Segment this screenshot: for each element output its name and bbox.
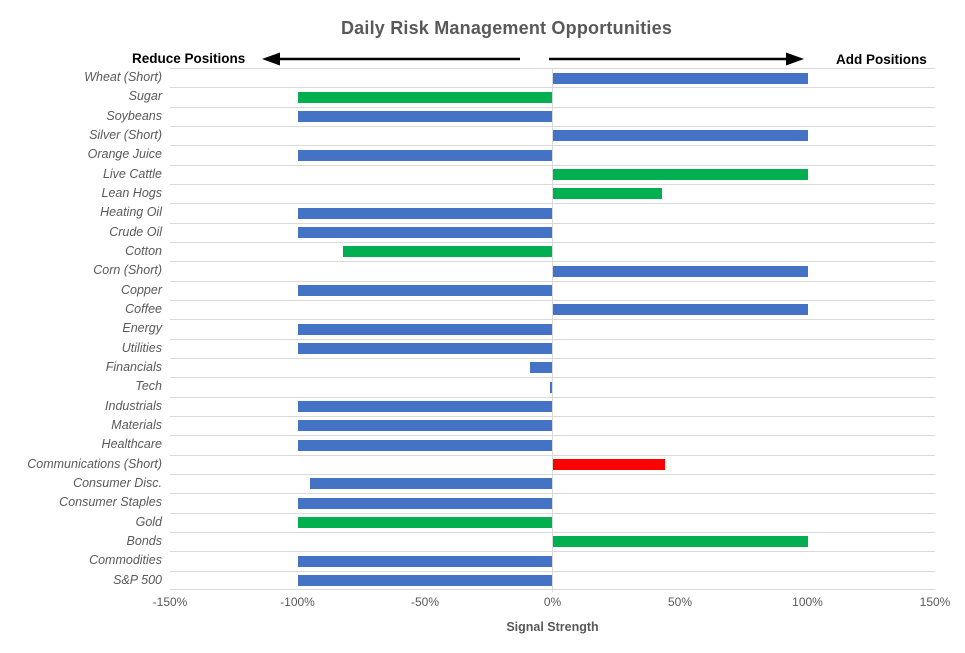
x-tick-label: 100% bbox=[792, 595, 823, 609]
chart-row: Corn (Short) bbox=[0, 261, 935, 280]
signal-bar bbox=[552, 265, 808, 277]
chart-row: Communications (Short) bbox=[0, 454, 935, 474]
chart-row: Consumer Disc. bbox=[0, 473, 935, 493]
chart-title: Daily Risk Management Opportunities bbox=[340, 18, 673, 38]
signal-bar bbox=[297, 111, 553, 123]
category-label: Cotton bbox=[125, 243, 162, 258]
zero-axis-line bbox=[552, 68, 553, 592]
category-label: Lean Hogs bbox=[101, 185, 162, 200]
category-label: Sugar bbox=[128, 89, 162, 104]
chart-row: Financials bbox=[0, 357, 935, 377]
chart-row: S&P 500 bbox=[0, 570, 935, 590]
chart-row: Tech bbox=[0, 377, 935, 396]
signal-bar bbox=[552, 169, 808, 181]
reduce-arrow-icon bbox=[262, 52, 520, 66]
signal-bar bbox=[297, 285, 553, 297]
signal-bar bbox=[297, 343, 553, 355]
signal-bar bbox=[552, 304, 808, 316]
chart-row: Orange Juice bbox=[0, 145, 935, 164]
chart-row: Wheat (Short) bbox=[0, 68, 935, 87]
chart-row: Silver (Short) bbox=[0, 125, 935, 145]
add-positions-label: Add Positions bbox=[836, 52, 927, 67]
x-tick-label: -50% bbox=[410, 595, 440, 609]
category-label: Financials bbox=[105, 359, 162, 374]
chart-row: Sugar bbox=[0, 87, 935, 106]
signal-bar bbox=[552, 536, 808, 548]
x-tick-label: -150% bbox=[152, 595, 188, 609]
signal-bar bbox=[343, 246, 553, 258]
category-label: Tech bbox=[135, 379, 162, 394]
category-label: Silver (Short) bbox=[89, 127, 162, 142]
direction-arrows bbox=[262, 52, 804, 66]
category-label: Industrials bbox=[105, 398, 162, 413]
category-label: Wheat (Short) bbox=[84, 70, 162, 84]
signal-bar bbox=[529, 362, 553, 374]
category-label: Orange Juice bbox=[87, 147, 162, 162]
chart-row: Soybeans bbox=[0, 106, 935, 126]
chart-row: Utilities bbox=[0, 338, 935, 358]
category-label: Commodities bbox=[89, 553, 162, 568]
add-arrow-icon bbox=[549, 52, 804, 66]
x-axis-title: Signal Strength bbox=[506, 620, 599, 634]
category-label: Energy bbox=[122, 321, 162, 336]
chart-row: Copper bbox=[0, 280, 935, 300]
category-label: Materials bbox=[111, 417, 162, 432]
signal-bar bbox=[297, 497, 553, 509]
chart-row: Consumer Staples bbox=[0, 493, 935, 512]
category-label: Heating Oil bbox=[100, 205, 162, 220]
category-label: Bonds bbox=[126, 533, 162, 548]
signal-bar bbox=[552, 130, 808, 142]
signal-bar bbox=[297, 207, 553, 219]
category-label: S&P 500 bbox=[113, 572, 162, 587]
category-label: Coffee bbox=[125, 301, 162, 316]
reduce-positions-label: Reduce Positions bbox=[132, 51, 246, 66]
chart-row: Energy bbox=[0, 319, 935, 338]
chart-row: Coffee bbox=[0, 299, 935, 319]
signal-bar bbox=[297, 91, 553, 103]
x-tick-label: 150% bbox=[919, 595, 951, 609]
signal-bar bbox=[297, 401, 553, 413]
chart-row: Healthcare bbox=[0, 435, 935, 454]
category-label: Live Cattle bbox=[102, 166, 162, 181]
chart-row: Gold bbox=[0, 512, 935, 532]
chart-row: Materials bbox=[0, 415, 935, 435]
chart-row: Crude Oil bbox=[0, 222, 935, 242]
x-axis-ticks: -150% -100% -50% 0% 50% 100% 150% bbox=[153, 595, 951, 611]
chart-row: Commodities bbox=[0, 551, 935, 570]
signal-bar bbox=[310, 478, 553, 490]
signal-bar bbox=[297, 517, 553, 529]
chart-row: Bonds bbox=[0, 531, 935, 551]
category-label: Consumer Staples bbox=[59, 495, 162, 510]
x-tick-label: 0% bbox=[543, 595, 562, 609]
chart-row: Industrials bbox=[0, 396, 935, 416]
signal-bar bbox=[297, 555, 553, 567]
x-tick-label: -100% bbox=[280, 595, 315, 609]
signal-bar bbox=[552, 459, 665, 471]
category-label: Gold bbox=[135, 514, 162, 529]
signal-bar bbox=[552, 72, 808, 84]
signal-bar bbox=[297, 420, 553, 432]
chart-row: Lean Hogs bbox=[0, 183, 935, 203]
signal-bar bbox=[552, 188, 663, 200]
plot-area: Wheat (Short) Sugar Soybeans Silver (Short)… bbox=[0, 68, 935, 590]
chart-row: Live Cattle bbox=[0, 164, 935, 184]
chart-row: Cotton bbox=[0, 241, 935, 261]
chart-row: Heating Oil bbox=[0, 203, 935, 222]
signal-bar bbox=[297, 149, 553, 161]
signal-bar bbox=[297, 323, 553, 335]
category-label: Communications (Short) bbox=[27, 456, 162, 471]
signal-bar bbox=[549, 381, 553, 393]
category-label: Copper bbox=[121, 282, 162, 297]
category-label: Corn (Short) bbox=[93, 263, 162, 278]
category-label: Soybeans bbox=[106, 108, 162, 123]
category-label: Crude Oil bbox=[109, 224, 162, 239]
category-label: Healthcare bbox=[101, 437, 162, 452]
signal-bar bbox=[297, 439, 553, 451]
signal-bar bbox=[297, 227, 553, 239]
x-tick-label: 50% bbox=[667, 595, 693, 609]
signal-bar bbox=[297, 575, 553, 587]
category-label: Consumer Disc. bbox=[73, 475, 162, 490]
category-label: Utilities bbox=[121, 340, 162, 355]
